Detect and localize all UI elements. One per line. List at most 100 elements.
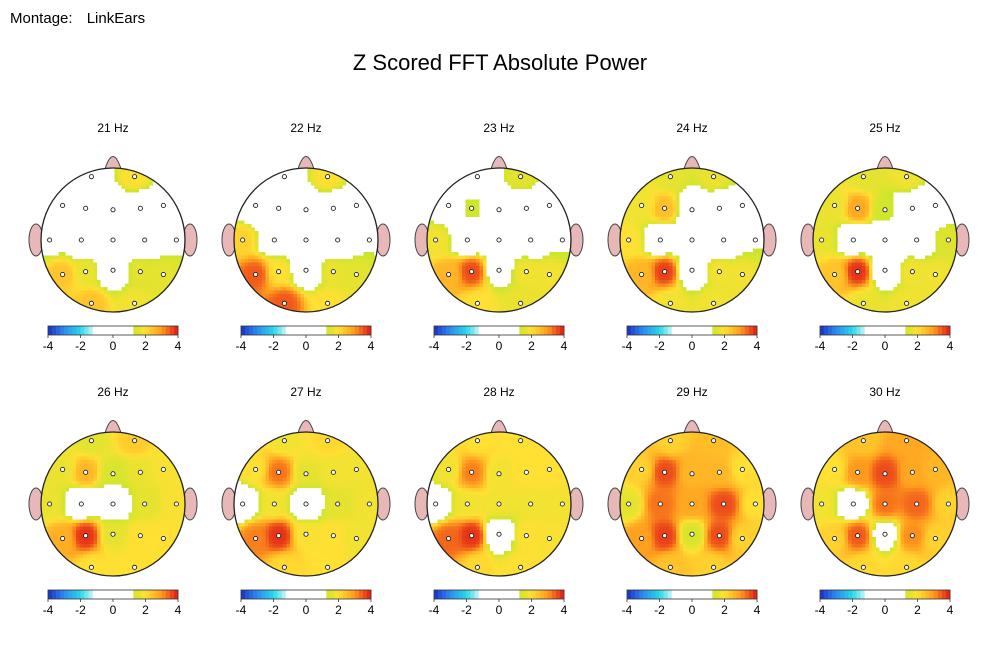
field-cell: [104, 234, 108, 239]
field-cell: [511, 234, 515, 239]
field-cell: [100, 287, 105, 291]
field-cell: [258, 290, 263, 295]
field-cell: [521, 213, 526, 218]
field-cell: [518, 245, 522, 249]
field-cell: [318, 213, 322, 218]
field-cell: [139, 192, 143, 197]
field-cell: [476, 203, 480, 207]
field-cell: [669, 199, 673, 204]
field-cell: [739, 227, 743, 232]
field-cell: [683, 206, 687, 211]
field-cell: [104, 304, 108, 309]
field-cell: [97, 203, 101, 207]
field-cell: [448, 266, 452, 270]
field-cell: [462, 238, 466, 242]
field-cell: [732, 227, 736, 232]
field-cell: [549, 234, 554, 239]
field-cell: [293, 199, 298, 204]
field-cell: [293, 266, 298, 270]
field-cell: [248, 273, 252, 277]
field-cell: [353, 238, 357, 242]
field-cell: [93, 203, 98, 207]
field-cell: [276, 185, 280, 190]
field-cell: [93, 238, 98, 242]
field-cell: [62, 220, 66, 225]
field-cell: [107, 224, 112, 228]
field-cell: [142, 276, 147, 281]
field-cell: [430, 220, 435, 225]
field-cell: [458, 276, 463, 281]
field-cell: [749, 224, 754, 228]
field-cell: [156, 238, 161, 242]
field-cell: [335, 248, 340, 253]
field-cell: [321, 245, 326, 249]
field-cell: [651, 178, 656, 183]
field-cell: [490, 234, 494, 239]
field-cell: [486, 294, 491, 298]
field-cell: [149, 266, 154, 270]
field-cell: [332, 217, 336, 221]
field-cell: [665, 199, 670, 204]
field-cell: [97, 266, 101, 270]
field-cell: [293, 227, 298, 232]
field-cell: [104, 182, 108, 186]
field-cell: [118, 280, 122, 284]
field-cell: [507, 255, 512, 260]
field-cell: [125, 185, 129, 190]
field-cell: [444, 213, 449, 218]
field-cell: [321, 290, 326, 295]
field-cell: [62, 196, 66, 200]
field-cell: [125, 297, 129, 302]
field-cell: [51, 245, 56, 249]
field-cell: [353, 192, 357, 197]
field-cell: [644, 185, 649, 190]
field-cell: [146, 294, 150, 298]
field-cell: [149, 276, 154, 281]
field-cell: [335, 210, 340, 214]
field-cell: [276, 287, 280, 291]
field-cell: [732, 224, 736, 228]
field-cell: [258, 224, 263, 228]
field-cell: [465, 262, 470, 267]
field-cell: [735, 192, 740, 197]
field-cell: [714, 217, 719, 221]
field-cell: [160, 245, 164, 249]
field-cell: [269, 178, 273, 183]
field-cell: [714, 182, 719, 186]
field-cell: [325, 224, 329, 228]
field-cell: [469, 259, 473, 263]
field-cell: [493, 182, 498, 186]
field-cell: [255, 210, 259, 214]
field-cell: [504, 304, 508, 309]
field-cell: [72, 227, 77, 232]
field-cell: [149, 199, 154, 204]
field-cell: [121, 255, 126, 260]
field-cell: [535, 252, 540, 256]
field-cell: [521, 220, 526, 225]
field-cell: [679, 171, 684, 176]
field-cell: [44, 217, 49, 221]
field-cell: [546, 280, 550, 284]
field-cell: [170, 210, 175, 214]
field-cell: [458, 266, 463, 270]
field-cell: [90, 196, 94, 200]
field-cell: [444, 196, 449, 200]
field-cell: [525, 255, 529, 260]
field-cell: [556, 213, 561, 218]
field-cell: [493, 262, 498, 267]
field-cell: [651, 182, 656, 186]
field-cell: [72, 196, 77, 200]
field-cell: [479, 175, 484, 179]
field-cell: [328, 220, 333, 225]
field-cell: [69, 217, 73, 221]
field-cell: [490, 241, 494, 246]
field-cell: [493, 290, 498, 295]
field-cell: [651, 217, 656, 221]
field-cell: [679, 196, 684, 200]
field-cell: [69, 252, 73, 256]
frequency-label: 21 Hz: [97, 121, 128, 135]
field-cell: [290, 178, 294, 183]
field-cell: [560, 252, 564, 256]
field-cell: [690, 175, 694, 179]
field-cell: [251, 231, 256, 235]
